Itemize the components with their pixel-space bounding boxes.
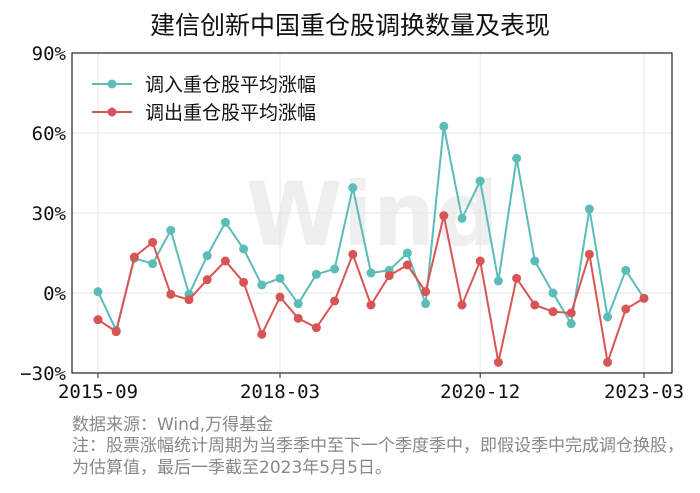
series-1-point bbox=[257, 280, 267, 290]
series-2-point bbox=[530, 300, 540, 310]
series-1-point bbox=[439, 121, 449, 131]
series-1-point bbox=[603, 312, 613, 322]
series-2-point bbox=[275, 292, 285, 302]
chart-title: 建信创新中国重仓股调换数量及表现 bbox=[149, 11, 550, 40]
series-1-point bbox=[275, 273, 285, 283]
series-2-point bbox=[366, 300, 376, 310]
legend-marker-1 bbox=[107, 79, 117, 89]
watermark-text: Wind bbox=[246, 163, 499, 266]
series-2-point bbox=[93, 315, 103, 325]
series-1-point bbox=[311, 269, 321, 279]
series-2-point bbox=[548, 307, 558, 317]
series-2-point bbox=[621, 304, 631, 314]
series-2-point bbox=[239, 277, 249, 287]
series-2-point bbox=[257, 329, 267, 339]
series-1-point bbox=[584, 204, 594, 214]
y-tick-label: −30% bbox=[20, 363, 66, 385]
series-2-point bbox=[348, 249, 358, 259]
series-2-point bbox=[639, 293, 649, 303]
series-1-point bbox=[366, 268, 376, 278]
series-2-point bbox=[421, 287, 431, 297]
series-2-point bbox=[457, 300, 467, 310]
series-1-point bbox=[93, 287, 103, 297]
series-2-point bbox=[330, 296, 340, 306]
plot-frame bbox=[71, 52, 673, 374]
series-2-point bbox=[584, 249, 594, 259]
series-1-point bbox=[475, 176, 485, 186]
series-2-point bbox=[148, 237, 158, 247]
series-2-point bbox=[475, 256, 485, 266]
series-1-point bbox=[148, 259, 158, 269]
y-tick-label: 90% bbox=[32, 43, 67, 65]
series-2-point bbox=[311, 323, 321, 333]
series-1-point bbox=[566, 319, 576, 329]
series-1-point bbox=[512, 153, 522, 163]
series-2-point bbox=[384, 271, 394, 281]
series-2-point bbox=[603, 357, 613, 367]
series-2-point bbox=[184, 295, 194, 305]
x-tick-label: 2018-03 bbox=[240, 381, 320, 403]
series-1-point bbox=[421, 299, 431, 309]
series-1-point bbox=[348, 183, 358, 193]
series-2-point bbox=[402, 260, 412, 270]
y-tick-label: 30% bbox=[32, 203, 67, 225]
series-1-point bbox=[166, 225, 176, 235]
series-2-point bbox=[166, 289, 176, 299]
series-1-point bbox=[457, 213, 467, 223]
series-2-point bbox=[220, 256, 230, 266]
series-1-point bbox=[202, 251, 212, 261]
footnote: 注：股票涨幅统计周期为当季季中至下一个季度季中，即假设季中完成调仓换股，为估算值… bbox=[72, 436, 684, 478]
series-1-point bbox=[621, 265, 631, 275]
series-2-point bbox=[493, 357, 503, 367]
series-2-point bbox=[293, 313, 303, 323]
series-1-point bbox=[530, 256, 540, 266]
series-2-point bbox=[202, 275, 212, 285]
series-1-point bbox=[239, 244, 249, 254]
series-2-point bbox=[129, 252, 139, 262]
series-1-point bbox=[548, 288, 558, 298]
legend-label-1: 调入重仓股平均涨幅 bbox=[145, 74, 316, 96]
series-2-point bbox=[439, 211, 449, 221]
x-tick-label: 2023-03 bbox=[604, 381, 684, 403]
x-tick-label: 2020-12 bbox=[440, 381, 520, 403]
legend-label-2: 调出重仓股平均涨幅 bbox=[145, 102, 316, 124]
series-1-point bbox=[293, 299, 303, 309]
series-1-point bbox=[493, 276, 503, 286]
series-2-point bbox=[111, 327, 121, 337]
series-1-point bbox=[220, 217, 230, 227]
y-tick-label: 0% bbox=[43, 283, 66, 305]
y-tick-label: 60% bbox=[32, 123, 67, 145]
legend-marker-2 bbox=[107, 107, 117, 117]
series-1-point bbox=[402, 248, 412, 258]
series-1-point bbox=[330, 264, 340, 274]
series-2-point bbox=[512, 273, 522, 283]
x-tick-label: 2015-09 bbox=[58, 381, 138, 403]
source-note: 数据来源：Wind,万得基金 bbox=[72, 415, 274, 435]
series-2-point bbox=[566, 308, 576, 318]
